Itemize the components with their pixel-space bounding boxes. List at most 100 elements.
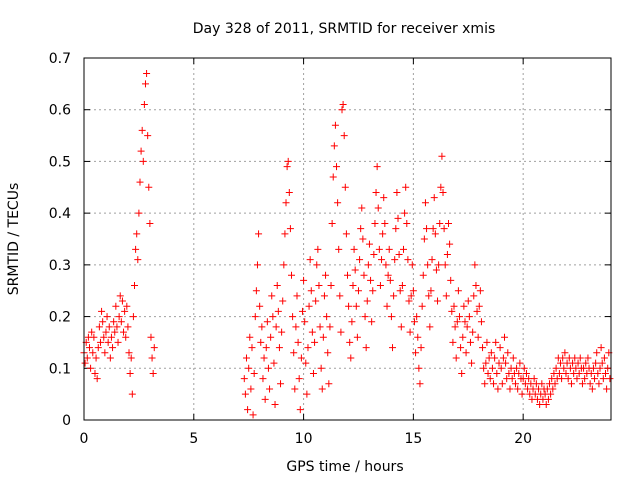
data-point: [418, 302, 426, 310]
data-point: [325, 380, 333, 388]
data-point: [441, 261, 449, 269]
data-point: [356, 256, 364, 264]
data-point: [367, 276, 375, 284]
data-point: [259, 375, 267, 383]
data-point: [369, 287, 377, 295]
data-point: [480, 364, 488, 372]
x-tick-label: 10: [295, 431, 313, 447]
data-point: [316, 323, 324, 331]
data-point: [291, 385, 299, 393]
data-point: [123, 302, 131, 310]
data-point: [498, 380, 506, 388]
x-tick-label: 5: [189, 431, 198, 447]
data-point: [593, 349, 601, 357]
data-point: [496, 344, 504, 352]
data-point: [318, 385, 326, 393]
data-point: [240, 375, 248, 383]
data-point: [415, 364, 423, 372]
data-point: [274, 307, 282, 315]
data-point: [364, 261, 372, 269]
data-point: [270, 359, 278, 367]
data-point: [115, 313, 123, 321]
data-point: [547, 390, 555, 398]
data-point: [492, 338, 500, 346]
data-point: [459, 333, 467, 341]
data-point: [419, 271, 427, 279]
data-point: [354, 287, 362, 295]
data-point: [482, 359, 490, 367]
data-point: [536, 400, 544, 408]
data-point: [81, 359, 89, 367]
data-point: [502, 359, 510, 367]
data-point: [113, 323, 121, 331]
data-point: [399, 245, 407, 253]
data-point: [149, 369, 157, 377]
data-point: [132, 245, 140, 253]
data-point: [314, 245, 322, 253]
data-point: [292, 323, 300, 331]
data-point: [435, 261, 443, 269]
data-point: [390, 292, 398, 300]
data-point: [514, 385, 522, 393]
data-point: [110, 318, 118, 326]
data-point: [486, 375, 494, 383]
data-point: [251, 313, 259, 321]
data-point: [244, 406, 252, 414]
data-point: [371, 219, 379, 227]
data-point: [599, 375, 607, 383]
data-point: [267, 333, 275, 341]
data-point: [591, 375, 599, 383]
data-point: [296, 406, 304, 414]
data-point: [551, 380, 559, 388]
data-point: [141, 80, 149, 88]
data-point: [451, 323, 459, 331]
data-point: [104, 338, 112, 346]
data-point: [499, 354, 507, 362]
data-point: [297, 354, 305, 362]
data-point: [133, 230, 141, 238]
data-point: [109, 344, 117, 352]
data-point: [564, 375, 572, 383]
data-point: [313, 261, 321, 269]
data-point: [368, 318, 376, 326]
data-point: [117, 318, 125, 326]
data-point: [311, 338, 319, 346]
data-point: [114, 338, 122, 346]
data-point: [148, 354, 156, 362]
data-point: [269, 313, 277, 321]
plot-frame: [83, 57, 612, 421]
data-point: [542, 400, 550, 408]
data-point: [150, 344, 158, 352]
x-tick-labels: 0 5 10 15 20: [80, 431, 533, 447]
y-tick-labels: 0 0.1 0.2 0.3 0.4 0.5 0.6 0.7: [49, 51, 71, 429]
data-point: [487, 349, 495, 357]
data-points: [80, 70, 614, 419]
data-point: [295, 375, 303, 383]
data-point: [306, 256, 314, 264]
data-point: [331, 121, 339, 129]
data-point: [247, 385, 255, 393]
data-point: [475, 302, 483, 310]
x-tick-label: 0: [80, 431, 89, 447]
data-point: [246, 333, 254, 341]
data-point: [484, 369, 492, 377]
data-point: [88, 328, 96, 336]
data-point: [258, 323, 266, 331]
data-point: [497, 364, 505, 372]
data-point: [429, 225, 437, 233]
y-tick-label: 0.4: [49, 206, 71, 222]
data-point: [112, 302, 120, 310]
data-point: [491, 354, 499, 362]
y-tick-label: 0.7: [49, 51, 71, 67]
data-point: [416, 380, 424, 388]
data-point: [586, 380, 594, 388]
data-point: [347, 354, 355, 362]
data-point: [407, 292, 415, 300]
data-point: [413, 313, 421, 321]
data-point: [301, 318, 309, 326]
data-point: [417, 344, 425, 352]
data-point: [340, 132, 348, 140]
data-point: [398, 282, 406, 290]
data-point: [394, 214, 402, 222]
data-point: [504, 349, 512, 357]
